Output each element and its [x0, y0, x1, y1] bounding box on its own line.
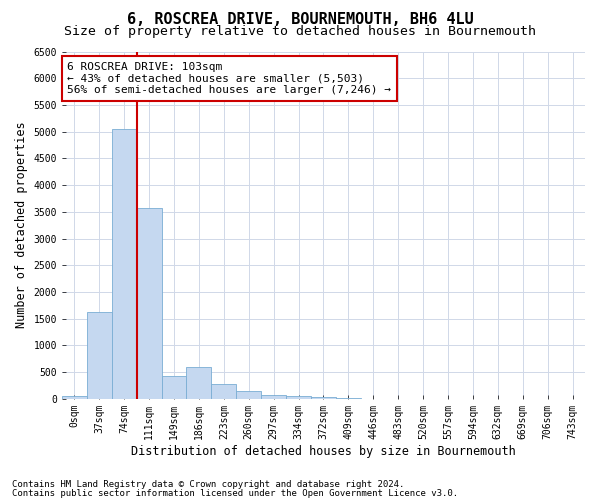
Bar: [87, 312, 112, 399]
Text: 6, ROSCREA DRIVE, BOURNEMOUTH, BH6 4LU: 6, ROSCREA DRIVE, BOURNEMOUTH, BH6 4LU: [127, 12, 473, 28]
Bar: [311, 398, 336, 399]
Text: 6 ROSCREA DRIVE: 103sqm
← 43% of detached houses are smaller (5,503)
56% of semi: 6 ROSCREA DRIVE: 103sqm ← 43% of detache…: [67, 62, 391, 95]
Bar: [236, 391, 261, 399]
Bar: [187, 367, 211, 399]
Bar: [137, 208, 161, 399]
Bar: [112, 129, 137, 399]
X-axis label: Distribution of detached houses by size in Bournemouth: Distribution of detached houses by size …: [131, 444, 516, 458]
Bar: [261, 394, 286, 399]
Text: Size of property relative to detached houses in Bournemouth: Size of property relative to detached ho…: [64, 25, 536, 38]
Text: Contains public sector information licensed under the Open Government Licence v3: Contains public sector information licen…: [12, 488, 458, 498]
Bar: [62, 396, 87, 399]
Bar: [286, 396, 311, 399]
Y-axis label: Number of detached properties: Number of detached properties: [15, 122, 28, 328]
Text: Contains HM Land Registry data © Crown copyright and database right 2024.: Contains HM Land Registry data © Crown c…: [12, 480, 404, 489]
Bar: [161, 376, 187, 399]
Bar: [336, 398, 361, 399]
Bar: [211, 384, 236, 399]
